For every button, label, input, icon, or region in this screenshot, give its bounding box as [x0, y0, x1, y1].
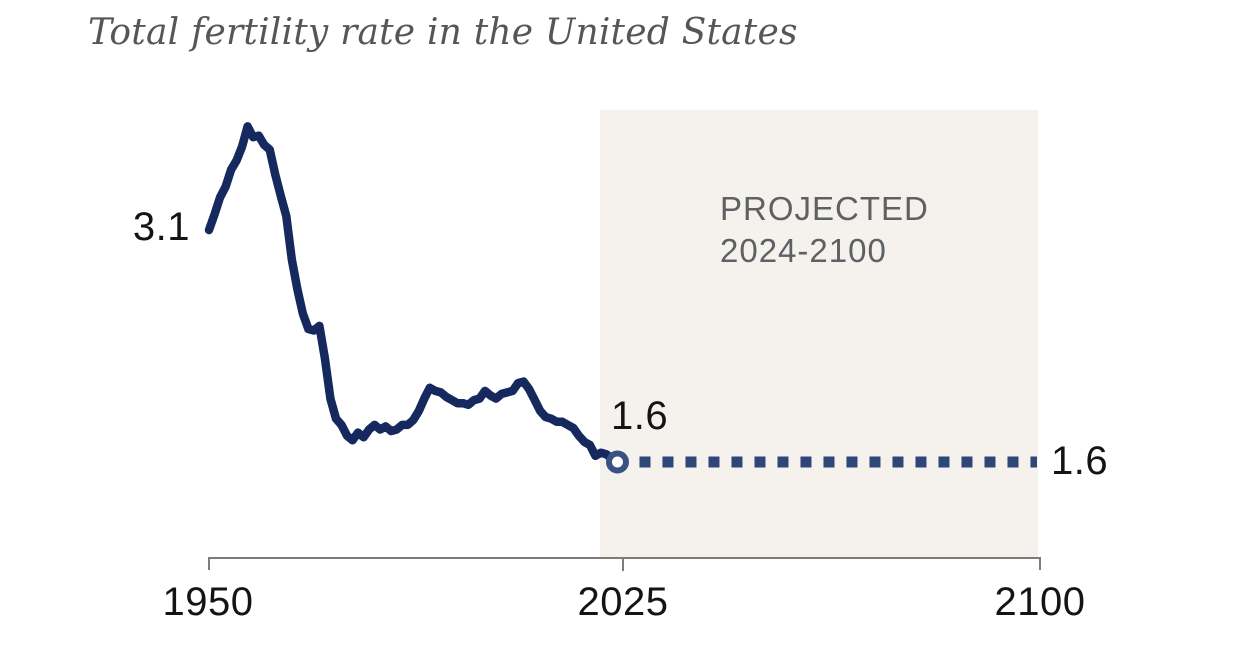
projection-region-label-line1: PROJECTED — [720, 190, 929, 227]
x-tick-label-2100: 2100 — [994, 580, 1086, 624]
projection-region-label: PROJECTED 2024-2100 — [720, 188, 929, 272]
x-tick-label-2025: 2025 — [577, 580, 669, 624]
projection-region-label-line2: 2024-2100 — [720, 232, 887, 269]
projection-start-value-label: 1.6 — [611, 394, 669, 438]
x-tick-label-1950: 1950 — [162, 580, 254, 624]
historical-line — [204, 122, 622, 467]
chart-title: Total fertility rate in the United State… — [88, 12, 798, 53]
start-value-label: 3.1 — [132, 205, 190, 249]
projection-end-value-label: 1.6 — [1051, 439, 1109, 483]
projection-region — [600, 110, 1038, 557]
x-axis — [208, 557, 1041, 571]
projection-start-marker — [605, 450, 629, 474]
